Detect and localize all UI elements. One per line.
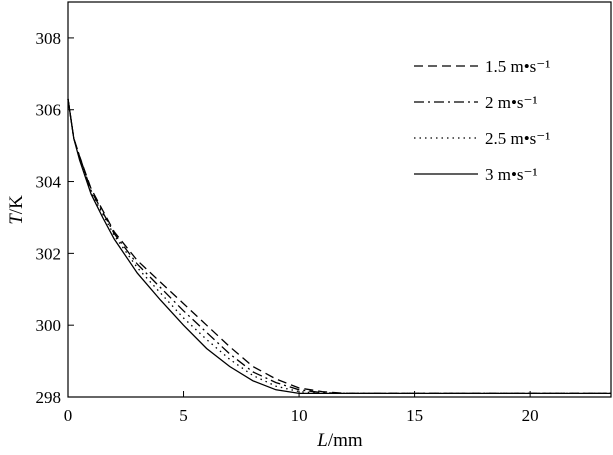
y-tick-label: 304 (36, 173, 62, 192)
legend-label: 2 m•s⁻¹ (485, 93, 538, 112)
x-tick-label: 20 (522, 406, 539, 425)
y-tick-label: 302 (36, 244, 62, 263)
legend-label: 2.5 m•s⁻¹ (485, 129, 550, 148)
series-line-0 (67, 98, 611, 395)
legend-label: 1.5 m•s⁻¹ (485, 57, 550, 76)
y-tick-label: 300 (36, 316, 62, 335)
y-axis-title: T/K (6, 195, 27, 225)
series-line-3 (67, 98, 611, 395)
series-layer (67, 98, 611, 395)
series-line-2 (67, 98, 611, 395)
ticks-layer: 0 5 10 15 20 298 300 302 304 306 308 (36, 29, 539, 425)
x-tick-label: 15 (406, 406, 423, 425)
x-axis-title: L/mm (316, 430, 363, 451)
x-tick-label: 10 (291, 406, 308, 425)
y-tick-label: 298 (36, 388, 62, 407)
legend-label: 3 m•s⁻¹ (485, 165, 538, 184)
x-tick-label: 0 (64, 406, 73, 425)
x-tick-label: 5 (179, 406, 188, 425)
legend: 1.5 m•s⁻¹ 2 m•s⁻¹ 2.5 m•s⁻¹ 3 m•s⁻¹ (414, 57, 550, 184)
y-tick-label: 308 (36, 29, 62, 48)
y-tick-label: 306 (36, 101, 62, 120)
plot-frame (67, 1, 612, 398)
plot-border (67, 1, 612, 398)
